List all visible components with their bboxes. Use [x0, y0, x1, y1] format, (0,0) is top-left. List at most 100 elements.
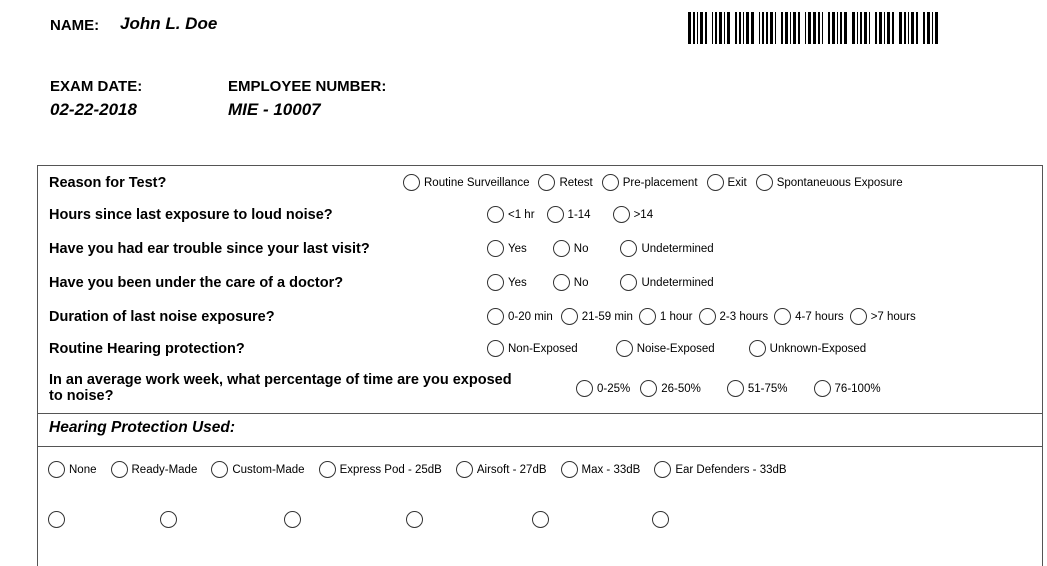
hearing-protection-option[interactable]: Max - 33dB	[560, 461, 640, 478]
radio-button[interactable]	[48, 461, 65, 478]
barcode-bar	[864, 12, 867, 44]
hearing-protection-option[interactable]: Express Pod - 25dB	[318, 461, 442, 478]
question-label: Hours since last exposure to loud noise?	[49, 207, 333, 223]
radio-button[interactable]	[211, 461, 229, 478]
radio-button[interactable]	[560, 308, 578, 325]
radio-button[interactable]	[813, 380, 831, 397]
radio-button[interactable]	[538, 174, 556, 191]
radio-option[interactable]: 21-59 min	[560, 308, 633, 325]
radio-option[interactable]: Undetermined	[620, 240, 714, 257]
radio-option[interactable]: Retest	[538, 174, 593, 191]
radio-button[interactable]	[487, 340, 504, 357]
barcode-bar	[719, 12, 722, 44]
radio-button[interactable]	[601, 174, 619, 191]
radio-option[interactable]: Routine Surveillance	[403, 174, 529, 191]
barcode-bar	[935, 12, 938, 44]
hearing-protection-options: None Ready-Made Custom-Made Express Pod - 2…	[48, 461, 801, 478]
radio-option[interactable]: 1-14	[546, 206, 591, 223]
radio-option[interactable]: 4-7 hours	[774, 308, 844, 325]
radio-button[interactable]	[620, 274, 638, 291]
option-label: >7 hours	[870, 310, 916, 323]
radio-option[interactable]: >7 hours	[849, 308, 916, 325]
radio-button[interactable]	[698, 308, 716, 325]
radio-button[interactable]	[748, 340, 766, 357]
option-label: <1 hr	[508, 208, 535, 221]
radio-option[interactable]: 1 hour	[638, 308, 693, 325]
radio-option[interactable]: 0-25%	[576, 380, 630, 397]
radio-button[interactable]	[487, 206, 504, 223]
radio-option[interactable]: <1 hr	[487, 206, 535, 223]
barcode-bar	[762, 12, 764, 44]
barcode-bar	[879, 12, 882, 44]
barcode-bar	[884, 12, 885, 44]
radio-option[interactable]: Unknown-Exposed	[748, 340, 867, 357]
radio-button[interactable]	[849, 308, 867, 325]
radio-button[interactable]	[546, 206, 564, 223]
radio-button[interactable]	[640, 380, 658, 397]
radio-button[interactable]	[620, 240, 638, 257]
employee-number-label: EMPLOYEE NUMBER:	[228, 78, 387, 95]
radio-option[interactable]: Exit	[706, 174, 747, 191]
radio-button[interactable]	[706, 174, 724, 191]
option-label: Unknown-Exposed	[769, 342, 867, 355]
radio-option[interactable]: Yes	[487, 274, 527, 291]
radio-button[interactable]	[576, 380, 593, 397]
radio-button[interactable]	[284, 510, 301, 528]
radio-option[interactable]: >14	[612, 206, 653, 223]
radio-button[interactable]	[487, 240, 504, 257]
radio-button[interactable]	[552, 240, 570, 257]
radio-option[interactable]: Yes	[487, 240, 527, 257]
radio-option[interactable]: No	[552, 240, 588, 257]
radio-button[interactable]	[403, 174, 420, 191]
radio-button[interactable]	[638, 308, 656, 325]
radio-option[interactable]: Spontaneuous Exposure	[755, 174, 903, 191]
barcode-bar	[697, 12, 698, 44]
radio-button[interactable]	[487, 308, 504, 325]
option-label: Noise-Exposed	[636, 342, 715, 355]
question-label: Routine Hearing protection?	[49, 341, 245, 357]
radio-option[interactable]: 2-3 hours	[698, 308, 768, 325]
radio-option[interactable]: 26-50%	[640, 380, 701, 397]
radio-button[interactable]	[552, 274, 570, 291]
radio-button[interactable]	[455, 461, 473, 478]
radio-button[interactable]	[532, 510, 549, 528]
radio-button[interactable]	[160, 510, 177, 528]
radio-button[interactable]	[774, 308, 792, 325]
radio-button[interactable]	[48, 510, 65, 528]
radio-button[interactable]	[487, 274, 504, 291]
radio-button[interactable]	[726, 380, 744, 397]
barcode-bar	[911, 12, 914, 44]
barcode-bar	[705, 12, 707, 44]
questionnaire-box	[37, 165, 1043, 566]
radio-option[interactable]: Undetermined	[620, 274, 714, 291]
radio-option[interactable]: Non-Exposed	[487, 340, 578, 357]
radio-button[interactable]	[615, 340, 633, 357]
barcode-bar	[781, 12, 783, 44]
barcode-bar	[798, 12, 800, 44]
radio-option[interactable]: 0-20 min	[487, 308, 553, 325]
barcode-bar	[759, 12, 760, 44]
radio-button[interactable]	[318, 461, 336, 478]
hearing-protection-option[interactable]: Custom-Made	[211, 461, 305, 478]
hearing-protection-option[interactable]: Airsoft - 27dB	[455, 461, 547, 478]
radio-option[interactable]: Noise-Exposed	[615, 340, 715, 357]
radio-button[interactable]	[406, 510, 423, 528]
radio-option[interactable]: 76-100%	[813, 380, 881, 397]
radio-button[interactable]	[755, 174, 773, 191]
radio-button[interactable]	[110, 461, 128, 478]
radio-button[interactable]	[654, 461, 672, 478]
radio-option[interactable]: 51-75%	[726, 380, 788, 397]
barcode-bar	[790, 12, 791, 44]
barcode-bar	[904, 12, 906, 44]
question-options: Yes No Undetermined	[487, 274, 726, 291]
hearing-protection-option[interactable]: Ready-Made	[110, 461, 197, 478]
question-options: Non-Exposed Noise-Exposed Unknown-Exposed	[487, 340, 878, 357]
radio-button[interactable]	[612, 206, 630, 223]
radio-button[interactable]	[652, 510, 669, 528]
barcode-bar	[923, 12, 925, 44]
hearing-protection-option[interactable]: None	[48, 461, 97, 478]
hearing-protection-option[interactable]: Ear Defenders - 33dB	[654, 461, 787, 478]
radio-button[interactable]	[560, 461, 578, 478]
radio-option[interactable]: Pre-placement	[601, 174, 698, 191]
radio-option[interactable]: No	[552, 274, 588, 291]
